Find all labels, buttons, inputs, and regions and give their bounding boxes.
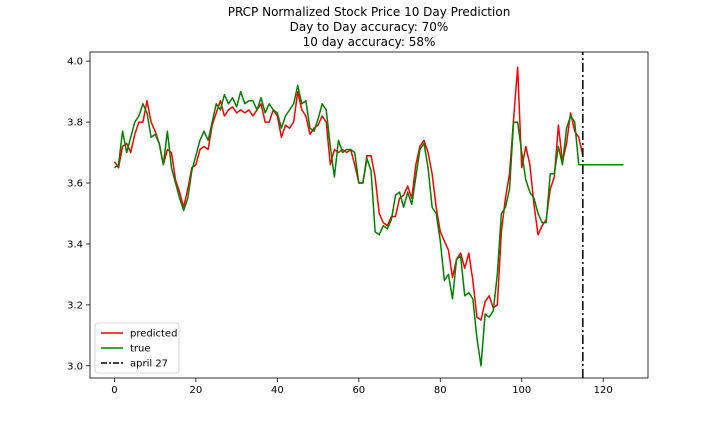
chart-title-line: PRCP Normalized Stock Price 10 Day Predi… (228, 5, 511, 19)
x-tick-label: 60 (352, 385, 365, 396)
chart-title: PRCP Normalized Stock Price 10 Day Predi… (228, 5, 511, 49)
x-tick-label: 0 (111, 385, 117, 396)
y-tick-label: 4.0 (67, 57, 83, 68)
y-tick-label: 3.8 (67, 118, 83, 129)
x-tick-label: 80 (434, 385, 447, 396)
chart-title-line: 10 day accuracy: 58% (303, 35, 436, 49)
legend-label: predicted (130, 329, 177, 340)
y-axis: 3.0 3.2 3.4 3.6 3.8 4.0 (67, 57, 90, 372)
legend-label: true (130, 344, 151, 355)
x-tick-label: 40 (271, 385, 284, 396)
x-tick-label: 100 (512, 385, 531, 396)
y-tick-label: 3.2 (67, 300, 83, 311)
plot-frame (89, 51, 649, 379)
legend-box (94, 322, 180, 374)
x-tick-label: 20 (190, 385, 203, 396)
x-axis: 0 20 40 60 80 100 120 (111, 378, 613, 396)
y-tick-label: 3.6 (67, 179, 83, 190)
legend-label: april 27 (130, 359, 168, 370)
y-tick-label: 3.0 (67, 361, 83, 372)
legend: predicted true april 27 (94, 322, 180, 374)
x-tick-label: 120 (594, 385, 613, 396)
y-tick-label: 3.4 (67, 239, 83, 250)
series-line-true (113, 84, 624, 367)
chart-title-line: Day to Day accuracy: 70% (290, 20, 449, 34)
series-line-predicted (113, 66, 584, 321)
series-lines (113, 52, 624, 378)
